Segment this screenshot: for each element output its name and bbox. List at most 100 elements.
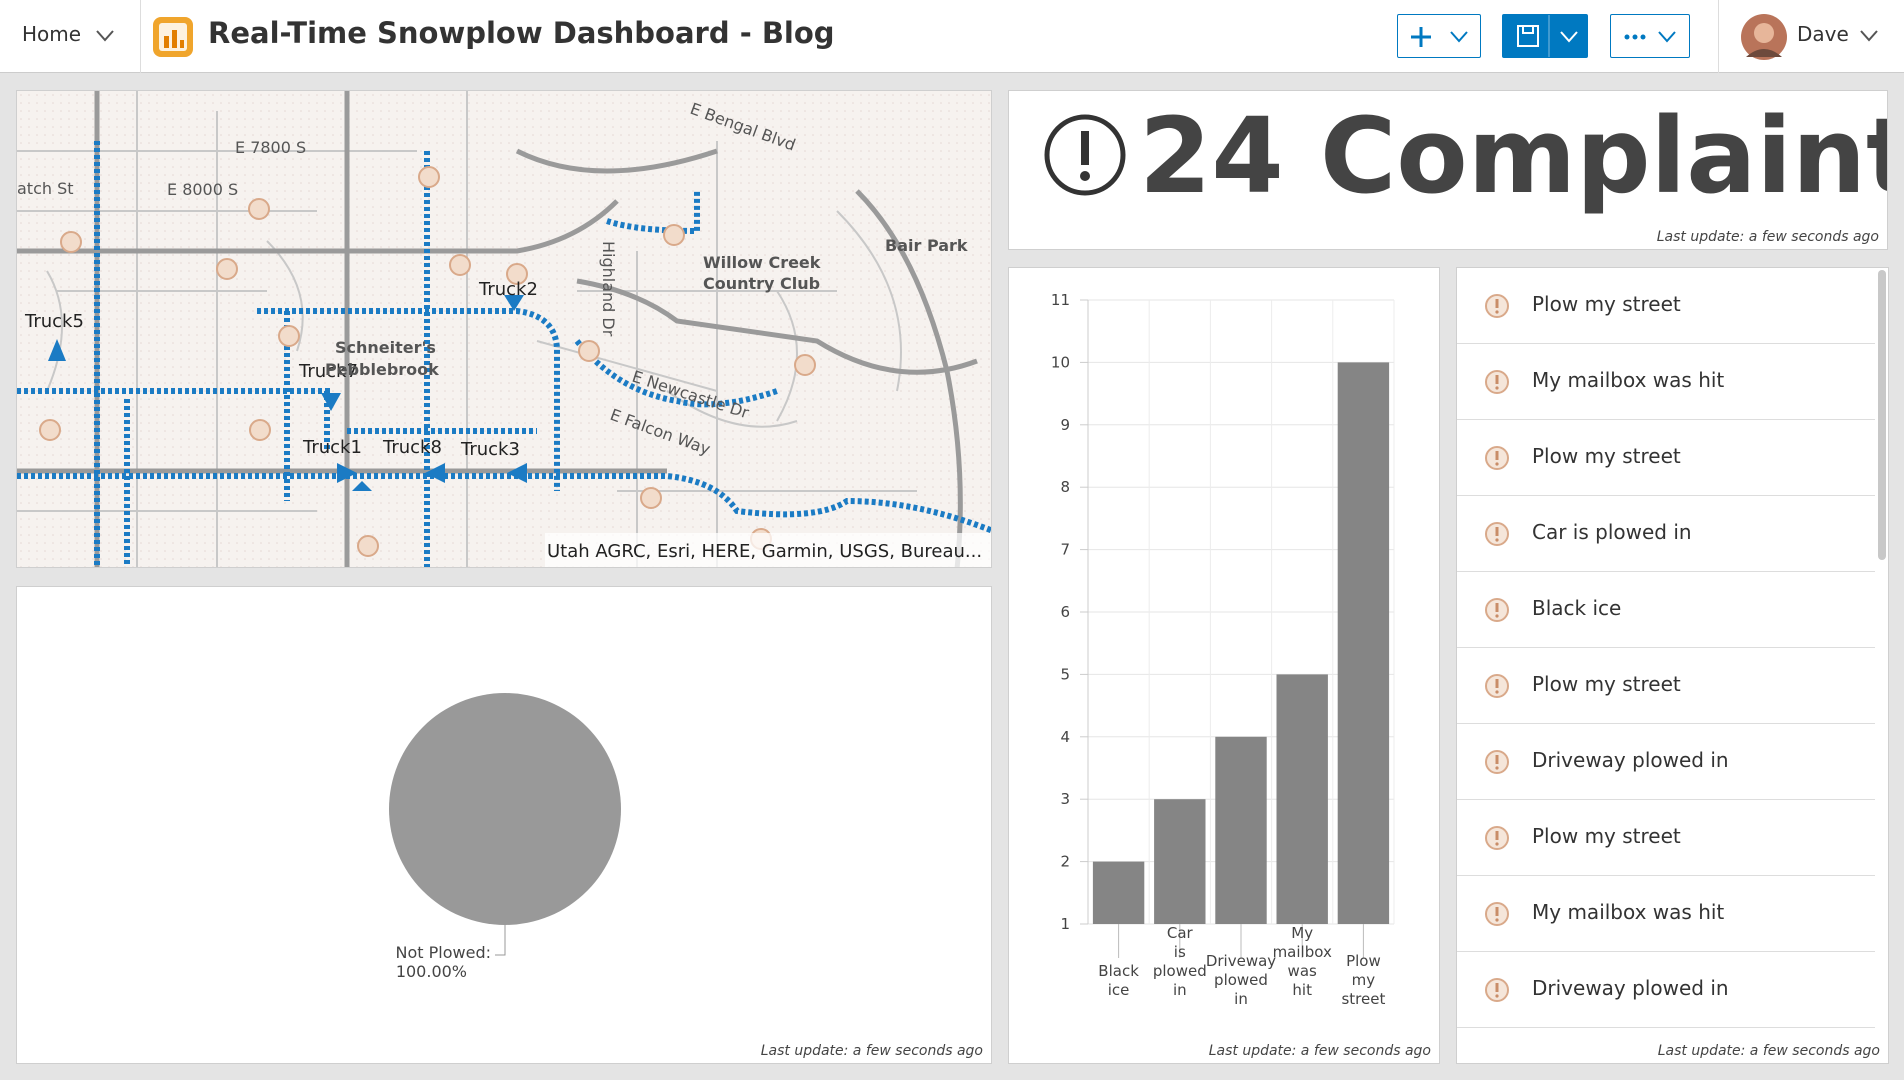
pie-panel: Not Plowed: 100.00% Last update: a few se… [16,586,992,1064]
indicator-value: 24 Complaints [1139,95,1887,217]
x-tick-label: Driveway plowed in [1206,952,1276,1008]
item-text: Plow my street [1532,824,1681,848]
minor-roads [17,91,917,567]
last-update: Last update: a few seconds ago [1208,1043,1431,1059]
list-item[interactable]: Black ice [1457,572,1875,648]
item-text: Car is plowed in [1532,520,1692,544]
y-tick-label: 9 [1060,416,1070,434]
x-tick-label: Car is plowed in [1153,924,1207,999]
place-label: Willow Creek [703,253,821,272]
truck-label: Truck3 [460,439,520,460]
x-tick-label: My mailbox was hit [1273,924,1332,999]
y-tick-label: 1 [1060,915,1070,933]
list-item[interactable]: Plow my street [1457,800,1875,876]
truck-label: Truck7 [298,361,358,382]
item-icon [1485,294,1509,318]
y-tick-label: 4 [1060,728,1070,746]
bar [1092,861,1145,924]
item-icon [1485,674,1509,698]
place-label: Country Club [703,274,820,293]
truck-label: Truck5 [24,311,84,332]
save-icon [1517,15,1578,57]
complaint-label: Complaints [1319,95,1887,217]
list-item[interactable]: Plow my street [1457,268,1875,344]
y-tick-label: 6 [1060,603,1070,621]
map-panel: Truck5 Truck7 Truck2 Truck1 Truck8 Truck3 Wil… [16,90,992,568]
item-text: My mailbox was hit [1532,900,1725,924]
last-update: Last update: a few seconds ago [1656,229,1879,245]
header: Home Real-Time Snowplow Dashboard - Blog… [0,0,1904,73]
indicator-panel: 24 Complaints Last update: a few seconds… [1008,90,1888,250]
add-button[interactable] [1397,14,1481,58]
place-label: E 7800 S [235,138,306,157]
list-item[interactable]: My mailbox was hit [1457,344,1875,420]
item-text: Black ice [1532,596,1622,620]
bar-panel: 1 2 3 4 5 6 7 8 9 10 11 Black ice Car is plowed in Drivew… [1008,267,1440,1064]
app-icon [153,17,193,57]
add-icon [1411,27,1468,47]
item-icon [1485,370,1509,394]
item-text: Plow my street [1532,292,1681,316]
slice-value: 100.00% [396,962,467,981]
complaint-count: 24 [1139,95,1284,217]
place-label: Pebblebrook [325,360,439,379]
list-item[interactable]: Driveway plowed in [1457,952,1875,1028]
place-label: Schneiter's [335,338,436,357]
save-button[interactable] [1502,14,1588,58]
place-label: Highland Dr [599,241,618,337]
y-tick-label: 5 [1060,665,1070,683]
list-item[interactable]: Car is plowed in [1457,496,1875,572]
scrollbar[interactable] [1878,270,1886,560]
item-icon [1485,446,1509,470]
y-tick-label: 2 [1060,853,1070,871]
alert-icon [1044,114,1126,196]
item-icon [1485,826,1509,850]
attribution: Utah AGRC, Esri, HERE, Garmin, USGS, Bur… [547,541,982,562]
bar [1215,736,1267,924]
truck-labels: Truck5 Truck7 Truck2 Truck1 Truck8 Truck3 [24,279,538,460]
divider [140,0,141,73]
bar [1154,799,1206,924]
last-update: Last update: a few seconds ago [760,1043,983,1059]
y-tick-label: 7 [1060,541,1070,559]
pie-chart: Not Plowed:100.00% [389,693,621,981]
user-name[interactable]: Dave [1797,22,1849,46]
attribution-bg [545,533,991,567]
list-item[interactable]: Plow my street [1457,648,1875,724]
home-menu[interactable]: Home [22,22,82,46]
x-tick-label: Black ice [1098,962,1139,999]
place-label: Bair Park [885,236,968,255]
list-item[interactable]: Plow my street [1457,420,1875,496]
map[interactable]: Truck5 Truck7 Truck2 Truck1 Truck8 Truck3 Wil… [17,91,992,568]
list-item[interactable]: Driveway plowed in [1457,724,1875,800]
caret [1860,30,1878,42]
item-icon [1485,978,1509,1002]
slice-label: Not Plowed: [396,943,491,962]
y-tick-label: 10 [1051,353,1070,371]
y-tick-label: 11 [1051,291,1070,309]
bar [1337,362,1390,924]
truck-label: Truck8 [382,437,442,458]
truck-label: Truck1 [302,437,362,458]
avatar[interactable] [1740,13,1788,61]
item-text: Plow my street [1532,672,1681,696]
last-update: Last update: a few seconds ago [1657,1043,1880,1059]
more-button[interactable] [1610,14,1690,58]
pie-slice [389,693,621,925]
list-item[interactable]: My mailbox was hit [1457,876,1875,952]
truck-label: Truck2 [478,279,538,300]
item-text: My mailbox was hit [1532,368,1725,392]
y-tick-label: 3 [1060,790,1070,808]
item-icon [1485,522,1509,546]
truck-arrows [48,295,527,491]
x-tick-label: Plow my street [1341,952,1385,1008]
divider [1718,0,1719,73]
bar-chart: 1 2 3 4 5 6 7 8 9 10 11 Black ice Car is plowed inDrivew… [1051,291,1395,1008]
item-text: Driveway plowed in [1532,976,1729,1000]
bar [1276,674,1328,924]
item-icon [1485,902,1509,926]
map-background [17,91,991,567]
item-text: Plow my street [1532,444,1681,468]
place-label: atch St [17,179,74,198]
